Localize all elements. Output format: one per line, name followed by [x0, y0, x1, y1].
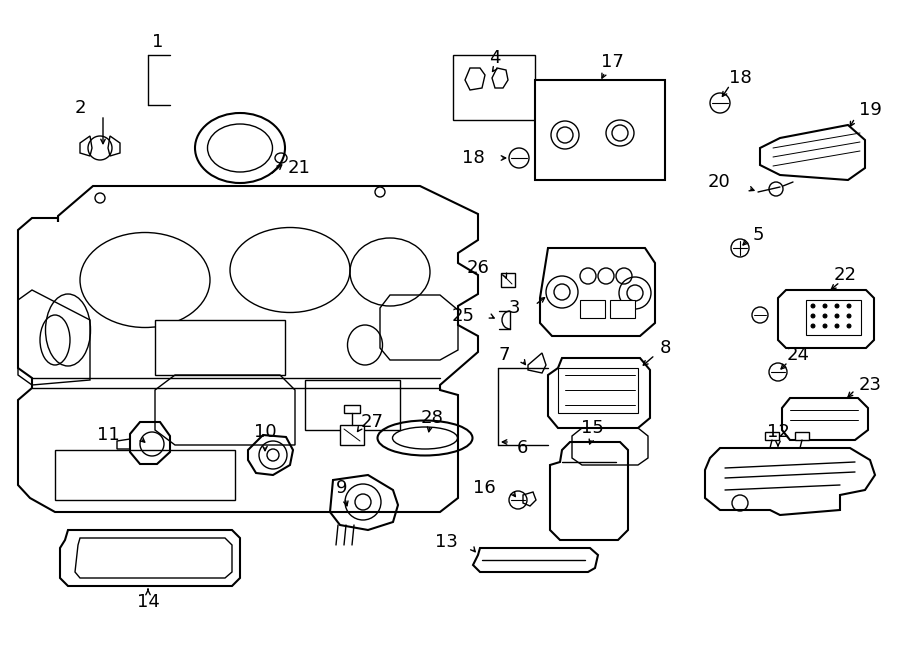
- Text: 14: 14: [137, 593, 159, 611]
- Text: 7: 7: [499, 346, 510, 364]
- Text: 4: 4: [490, 49, 500, 67]
- Circle shape: [811, 304, 815, 308]
- Text: 8: 8: [660, 339, 670, 357]
- Text: 13: 13: [435, 533, 458, 551]
- Bar: [55, 450, 235, 500]
- Text: 10: 10: [254, 423, 276, 441]
- Bar: [340, 425, 364, 445]
- Bar: [795, 432, 809, 440]
- Text: 9: 9: [337, 479, 347, 497]
- Circle shape: [835, 304, 839, 308]
- Circle shape: [811, 314, 815, 318]
- Bar: [155, 320, 285, 375]
- Text: 22: 22: [833, 266, 857, 284]
- Text: 18: 18: [463, 149, 485, 167]
- Text: 21: 21: [288, 159, 310, 177]
- Circle shape: [823, 304, 827, 308]
- Text: 18: 18: [729, 69, 751, 87]
- Text: 5: 5: [752, 226, 764, 244]
- Text: 27: 27: [361, 413, 383, 431]
- Bar: [305, 380, 400, 430]
- Text: 20: 20: [707, 173, 730, 191]
- Bar: [535, 80, 665, 180]
- Text: 25: 25: [452, 307, 475, 325]
- Text: 16: 16: [473, 479, 496, 497]
- Bar: [806, 300, 861, 335]
- Text: 3: 3: [508, 299, 520, 317]
- Text: 23: 23: [859, 376, 881, 394]
- Circle shape: [847, 304, 851, 308]
- Circle shape: [847, 324, 851, 328]
- Bar: [453, 55, 535, 120]
- Text: 19: 19: [859, 101, 881, 119]
- Bar: [765, 432, 779, 440]
- Text: 24: 24: [787, 346, 809, 364]
- Text: 12: 12: [767, 423, 789, 441]
- Circle shape: [823, 314, 827, 318]
- Circle shape: [811, 324, 815, 328]
- Bar: [501, 273, 515, 287]
- Text: 17: 17: [600, 53, 624, 71]
- Bar: [558, 368, 638, 413]
- Circle shape: [835, 324, 839, 328]
- Circle shape: [835, 314, 839, 318]
- Bar: [580, 300, 605, 318]
- Text: 15: 15: [580, 419, 603, 437]
- Text: 6: 6: [517, 439, 527, 457]
- Text: 2: 2: [74, 99, 86, 117]
- Text: 1: 1: [152, 33, 164, 51]
- Text: 26: 26: [467, 259, 490, 277]
- Circle shape: [823, 324, 827, 328]
- Bar: [344, 405, 360, 413]
- Circle shape: [847, 314, 851, 318]
- Bar: [610, 300, 635, 318]
- Text: 11: 11: [97, 426, 120, 444]
- Text: 28: 28: [420, 409, 444, 427]
